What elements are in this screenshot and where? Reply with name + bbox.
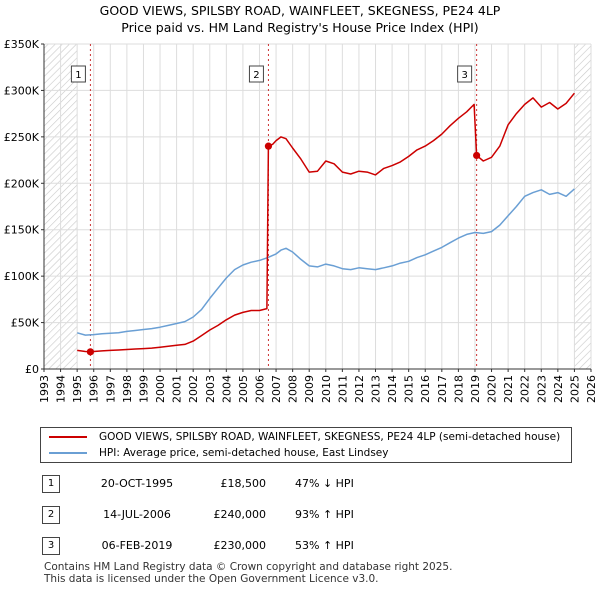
footer-licence: This data is licensed under the Open Gov…: [44, 573, 379, 585]
y-tick-label: £150K: [4, 224, 40, 237]
sale-hpi-comparison: 93% ↑ HPI: [295, 508, 354, 521]
sale-label-box: [70, 65, 86, 83]
chart-title: GOOD VIEWS, SPILSBY ROAD, WAINFLEET, SKE…: [99, 3, 501, 18]
x-tick-label: 2007: [270, 375, 283, 403]
x-tick-label: 2024: [552, 375, 565, 403]
x-tick-label: 2001: [171, 375, 184, 403]
x-tick-label: 1997: [104, 375, 117, 403]
x-tick-label: 2005: [237, 375, 250, 403]
x-tick-label: 2022: [519, 375, 532, 403]
sale-hpi-comparison: 47% ↓ HPI: [295, 477, 354, 490]
x-tick-label: 2004: [220, 375, 233, 403]
hpi-line: [76, 188, 575, 336]
y-tick-label: £300K: [4, 84, 40, 97]
x-tick-label: 1996: [88, 375, 101, 403]
x-tick-label: 1995: [71, 375, 84, 403]
sale-date: 14-JUL-2006: [103, 508, 171, 521]
legend-swatch-hpi: [49, 452, 87, 454]
legend-item-property: GOOD VIEWS, SPILSBY ROAD, WAINFLEET, SKE…: [49, 429, 560, 445]
price-chart: 1 2 3 £0 £50K £100K £150K £200K £250K £300K £350K…: [4, 38, 598, 403]
x-tick-label: 2017: [436, 375, 449, 403]
sale-price: £240,000: [213, 508, 267, 521]
sale-price: £230,000: [213, 539, 267, 552]
footer-copyright: Contains HM Land Registry data © Crown c…: [44, 561, 453, 573]
sale-label-number: 2: [253, 70, 259, 81]
sale-row: 1 20-OCT-1995 £18,500 47% ↓ HPI: [40, 474, 460, 494]
y-tick-label: £350K: [4, 38, 40, 51]
x-tick-label: 2023: [535, 375, 548, 403]
x-tick-label: 2000: [154, 375, 167, 403]
sale-number-badge: 3: [42, 537, 60, 555]
sale-row: 3 06-FEB-2019 £230,000 53% ↑ HPI: [40, 536, 460, 556]
sale-label-number: 3: [461, 70, 467, 81]
y-tick-label: £50K: [11, 317, 40, 330]
x-tick-label: 2025: [568, 375, 581, 403]
x-tick-label: 2011: [336, 375, 349, 403]
x-tick-label: 2002: [187, 375, 200, 403]
x-tick-label: 2003: [204, 375, 217, 403]
x-tick-label: 1999: [137, 375, 150, 403]
sale-point: [473, 151, 481, 160]
x-tick-label: 2009: [303, 375, 316, 403]
legend-label-hpi: HPI: Average price, semi-detached house,…: [99, 447, 389, 459]
x-tick-label: 2020: [486, 375, 499, 403]
sale-date: 06-FEB-2019: [101, 539, 173, 552]
x-tick-label: 1993: [38, 375, 51, 403]
sale-label-box: [457, 65, 473, 83]
x-tick-label: 2012: [353, 375, 366, 403]
x-tick-label: 2014: [386, 375, 399, 403]
property-price-line: [77, 92, 575, 353]
x-tick-label: 2006: [253, 375, 266, 403]
x-tick-label: 2016: [419, 375, 432, 403]
x-tick-label: 2008: [287, 375, 300, 403]
sale-hpi-comparison: 53% ↑ HPI: [295, 539, 354, 552]
x-tick-label: 2010: [320, 375, 333, 403]
x-tick-label: 1994: [55, 375, 68, 403]
legend-swatch-property: [49, 436, 87, 438]
legend: GOOD VIEWS, SPILSBY ROAD, WAINFLEET, SKE…: [40, 427, 572, 463]
legend-label-property: GOOD VIEWS, SPILSBY ROAD, WAINFLEET, SKE…: [99, 431, 561, 443]
legend-item-hpi: HPI: Average price, semi-detached house,…: [49, 445, 388, 461]
forecast-hatch-region: [574, 44, 591, 369]
sale-date: 20-OCT-1995: [100, 477, 174, 490]
chart-subtitle: Price paid vs. HM Land Registry's House …: [121, 20, 479, 35]
x-tick-label: 2021: [502, 375, 515, 403]
y-tick-label: £0: [25, 363, 39, 376]
sale-point: [86, 348, 95, 356]
y-tick-label: £200K: [4, 177, 40, 190]
x-tick-label: 2015: [403, 375, 416, 403]
sale-number-badge: 2: [42, 506, 60, 524]
x-tick-label: 1998: [121, 375, 134, 403]
sale-number-badge: 1: [42, 475, 60, 493]
sale-point: [264, 142, 273, 150]
sale-label-box: [248, 65, 264, 83]
y-tick-label: £250K: [4, 131, 40, 144]
sale-row: 2 14-JUL-2006 £240,000 93% ↑ HPI: [40, 505, 460, 525]
y-tick-label: £100K: [4, 270, 40, 283]
x-tick-label: 2026: [585, 375, 598, 403]
x-tick-label: 2018: [452, 375, 465, 403]
sale-price: £18,500: [220, 477, 267, 490]
sale-label-number: 1: [75, 70, 81, 81]
x-tick-label: 2019: [469, 375, 482, 403]
x-tick-label: 2013: [370, 375, 383, 403]
